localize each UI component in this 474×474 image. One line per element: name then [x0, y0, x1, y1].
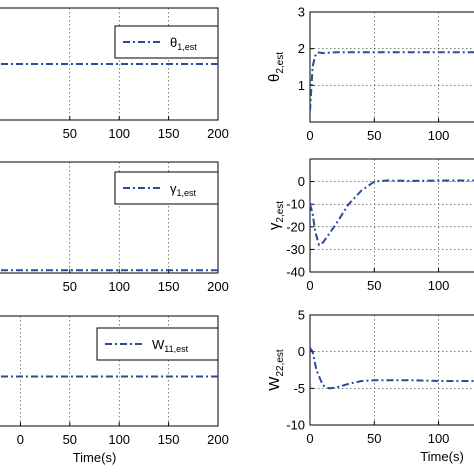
x-tick-label: 50	[63, 126, 77, 141]
x-tick-label: 50	[367, 278, 381, 293]
y-tick-label: -5	[293, 381, 305, 396]
y-axis-label: W22,est	[266, 349, 286, 391]
plot-frame	[309, 314, 474, 426]
legend-label-main: θ	[170, 35, 177, 50]
x-tick-label: 150	[158, 279, 180, 294]
legend-label: W11,est	[152, 337, 189, 354]
x-tick-label: 150	[158, 432, 180, 447]
x-tick-label: 0	[306, 431, 313, 446]
x-tick-label: 100	[428, 431, 450, 446]
x-tick-label: 200	[207, 432, 229, 447]
legend: γ1,est	[114, 171, 219, 205]
chart-panel-2: 0 50 100 1 2 3 θ2,est	[266, 5, 474, 143]
plot-frame	[309, 158, 474, 273]
legend: θ1,est	[114, 25, 219, 59]
y-tick-label: 5	[298, 308, 305, 323]
y-axis-label-sub: 2,est	[275, 201, 286, 223]
y-axis-label-main: W	[266, 376, 283, 391]
legend-label: θ1,est	[170, 35, 197, 52]
legend: W11,est	[96, 327, 219, 361]
y-tick-label: 3	[298, 5, 305, 20]
legend-label-sub: 11,est	[164, 344, 188, 354]
y-axis-label: θ2,est	[266, 52, 286, 82]
y-axis-label-main: γ	[266, 222, 283, 230]
x-tick-label: 0	[306, 128, 313, 143]
x-tick-label: 0	[17, 432, 24, 447]
legend-box	[96, 327, 219, 361]
series-line	[310, 179, 474, 247]
x-tick-label: 100	[108, 126, 130, 141]
y-axis-label-sub: 2,est	[275, 52, 286, 74]
y-tick-label: -40	[286, 265, 305, 280]
x-tick-label: 50	[367, 128, 381, 143]
y-axis-label: γ2,est	[266, 201, 286, 230]
chart-panel-1: 50 100 150 200 θ1,est	[0, 7, 229, 141]
x-tick-label: 150	[158, 126, 180, 141]
legend-label-main: γ	[170, 181, 177, 196]
y-axis-label-sub: 22,est	[275, 349, 286, 376]
x-tick-label: 100	[428, 278, 450, 293]
chart-panel-3: 50 100 150 200 γ1,est	[0, 161, 229, 294]
y-tick-label: 1	[298, 78, 305, 93]
x-tick-label: 200	[207, 126, 229, 141]
legend-label-sub: 1,est	[177, 188, 197, 198]
y-tick-label: 0	[298, 174, 305, 189]
y-tick-label: -30	[286, 242, 305, 257]
x-tick-label: 100	[428, 128, 450, 143]
x-axis-label: Time(s)	[420, 449, 464, 464]
y-tick-label: -20	[286, 219, 305, 234]
x-tick-label: 200	[207, 279, 229, 294]
y-tick-label: 0	[298, 344, 305, 359]
legend-box	[114, 25, 219, 59]
y-tick-label: 2	[298, 41, 305, 56]
x-tick-label: 50	[63, 432, 77, 447]
series-line	[310, 51, 474, 112]
x-tick-label: 0	[306, 278, 313, 293]
x-tick-label: 50	[367, 431, 381, 446]
x-tick-label: 100	[108, 279, 130, 294]
legend-box	[114, 171, 219, 205]
chart-panel-5: 50050100150200Time(s)W11,est	[0, 315, 229, 465]
plot-frame	[309, 11, 474, 123]
x-tick-label: 50	[63, 279, 77, 294]
x-axis-label: Time(s)	[73, 450, 117, 465]
y-axis-label-main: θ	[266, 74, 283, 82]
chart-panel-6: 0 50 100 -10 -5 0 5 Time(s) W22,est	[266, 308, 474, 464]
legend-label-sub: 1,est	[177, 42, 197, 52]
chart-panel-4: 0 50 100 -40 -30 -20 -10 0 γ2,est	[266, 158, 474, 293]
legend-label: γ1,est	[170, 181, 197, 198]
legend-label-main: W	[152, 337, 165, 352]
y-tick-label: -10	[286, 418, 305, 433]
series-line	[310, 347, 474, 390]
y-tick-label: -10	[286, 197, 305, 212]
x-tick-label: 100	[108, 432, 130, 447]
